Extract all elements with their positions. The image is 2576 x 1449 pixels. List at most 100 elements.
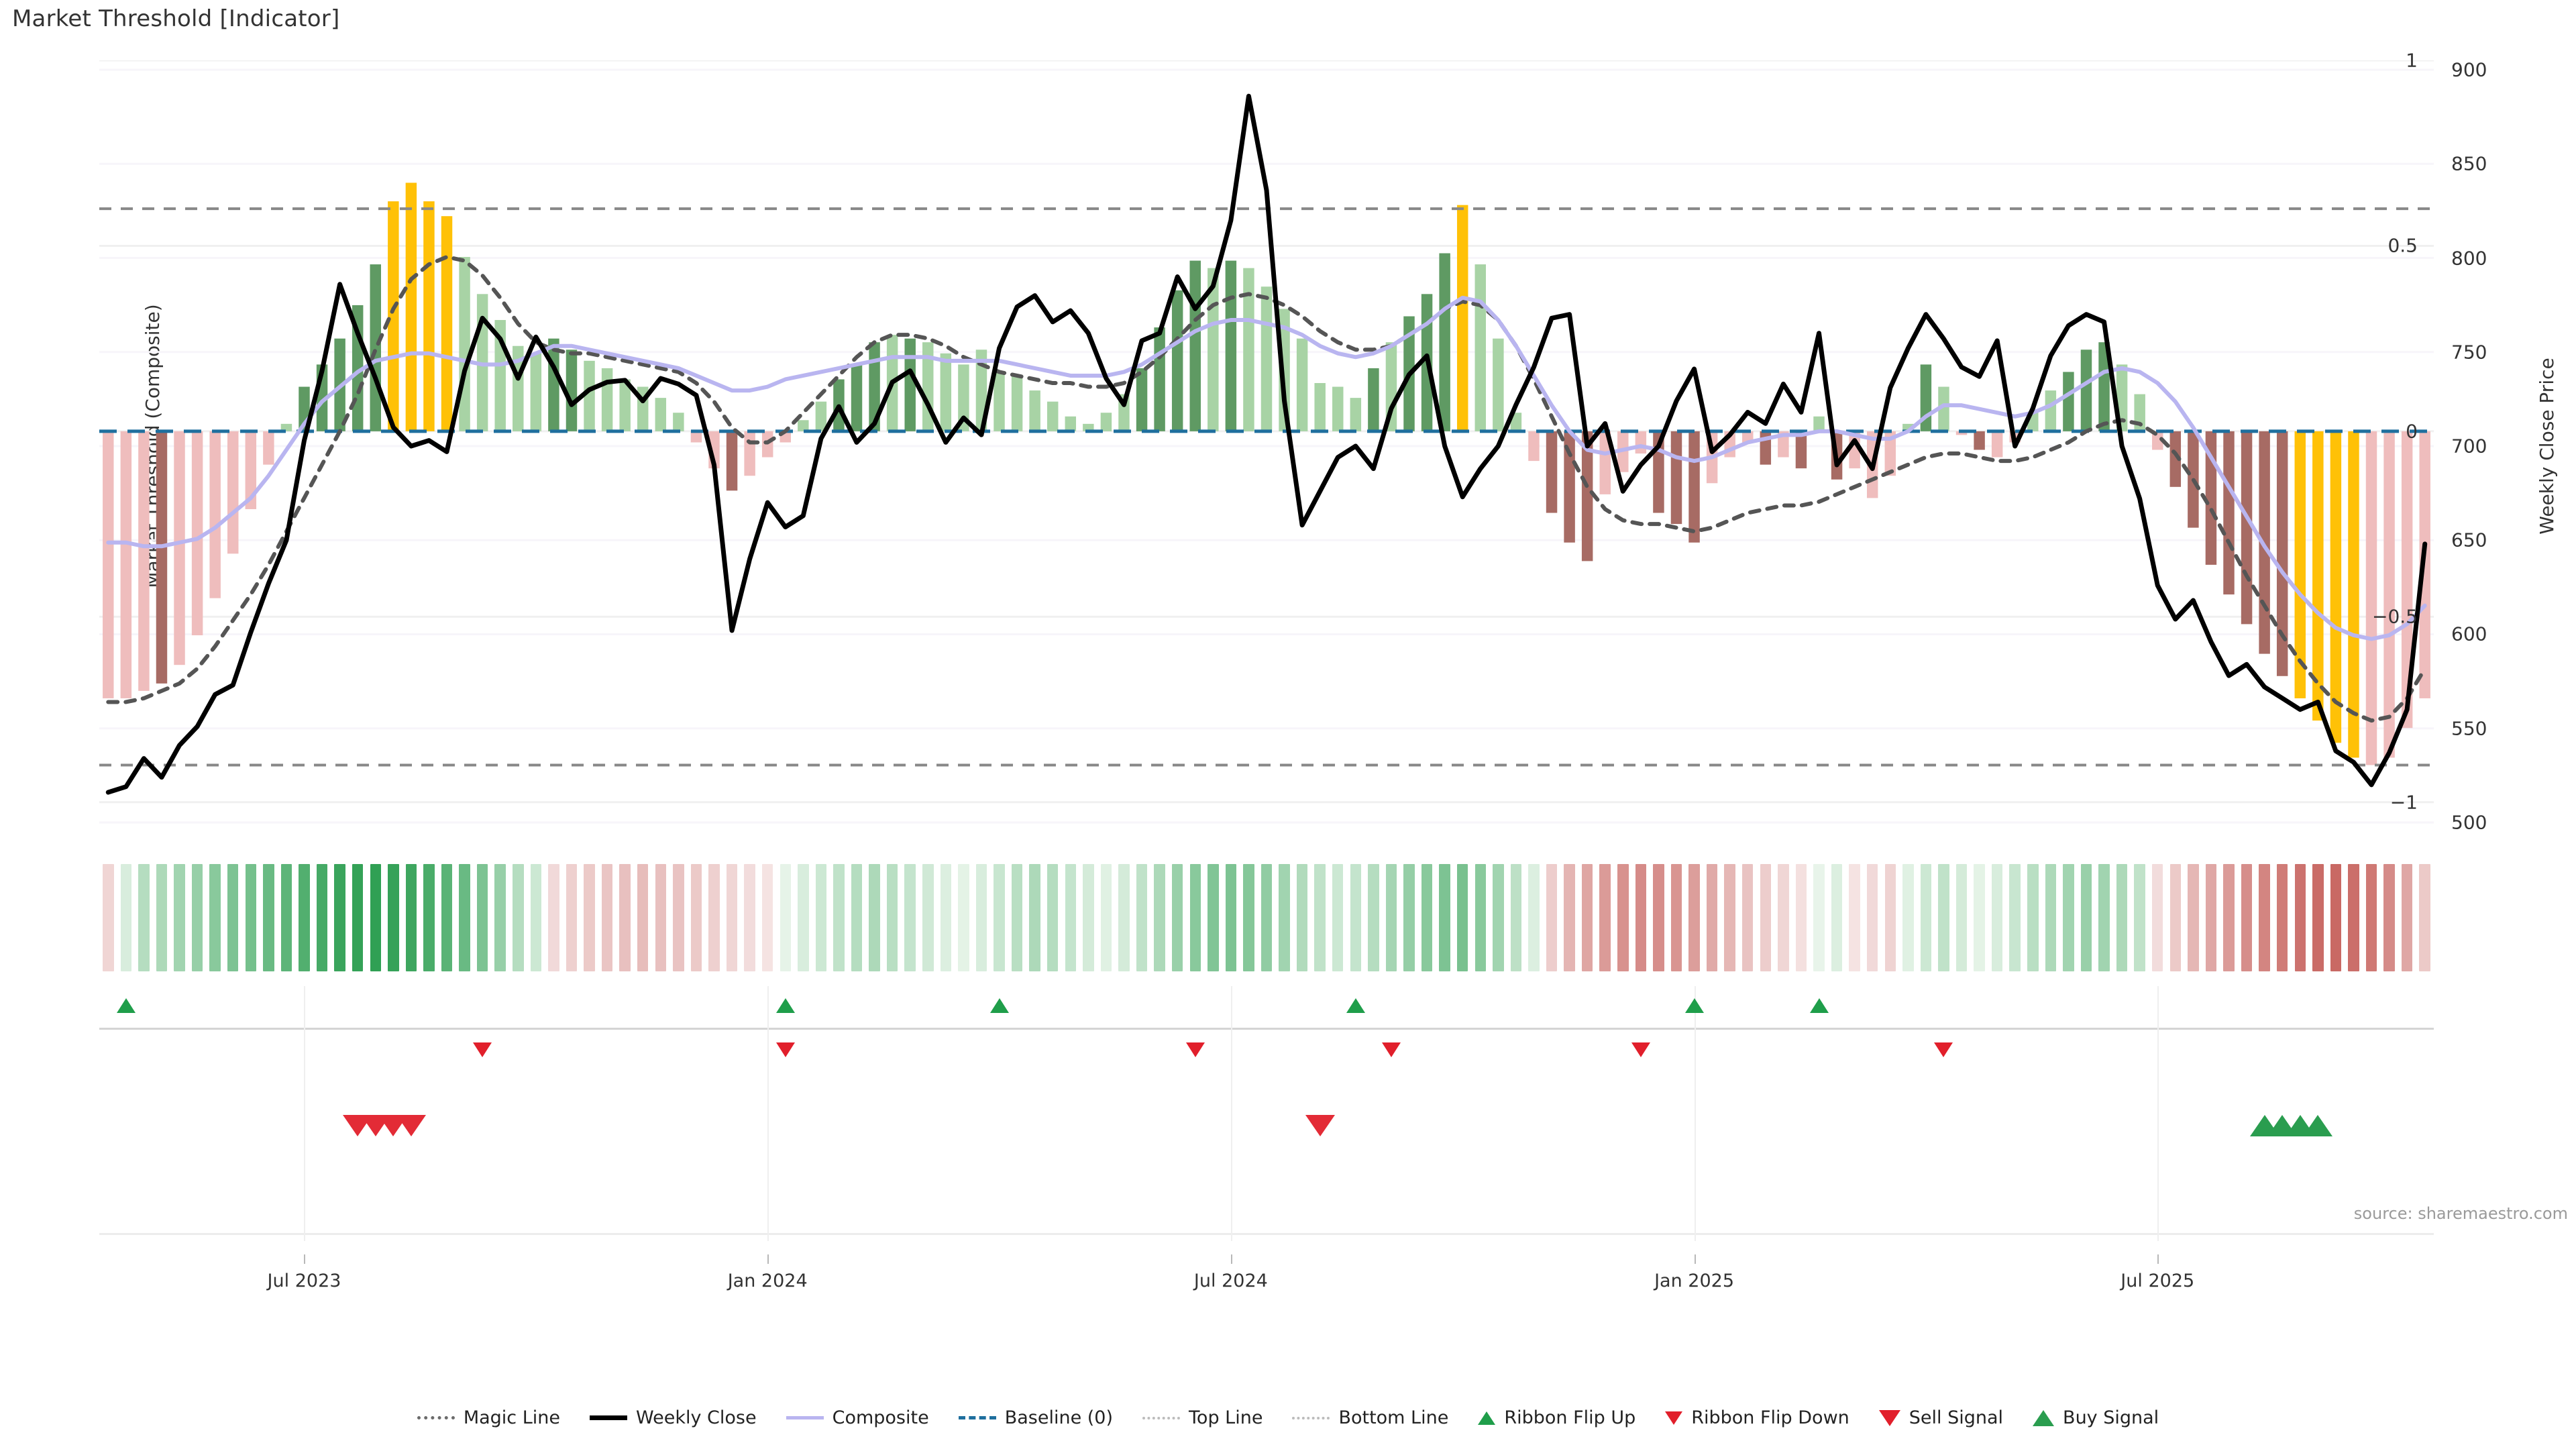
ribbon-cell <box>1332 864 1344 971</box>
legend-item-composite[interactable]: Composite <box>786 1407 929 1428</box>
ribbon-cell <box>1564 864 1575 971</box>
ribbon-cell <box>191 864 203 971</box>
ribbon-cell <box>280 864 292 971</box>
x-tick-label-0: Jul 2023 <box>267 1271 341 1291</box>
ribbon-flip-up-marker <box>989 998 1009 1013</box>
legend-item-weekly-close[interactable]: Weekly Close <box>590 1407 757 1428</box>
ribbon-cell <box>2365 864 2377 971</box>
legend: Magic Line Weekly Close Composite Baseline … <box>0 1407 2576 1428</box>
ribbon-cell <box>958 864 969 971</box>
ribbon-cell <box>1955 864 1968 971</box>
ribbon-cell <box>690 864 702 971</box>
ribbon-cell <box>566 864 578 971</box>
marker-row-divider <box>99 1028 2434 1030</box>
legend-item-bottom-line[interactable]: Bottom Line <box>1292 1407 1448 1428</box>
ribbon-cell <box>1974 864 1985 971</box>
ribbon-cell <box>1083 864 1094 971</box>
ribbon-flip-up-marker <box>775 998 795 1013</box>
ribbon-cell <box>2419 864 2430 971</box>
legend-label-buy-signal: Buy Signal <box>2063 1407 2159 1428</box>
ribbon-cell <box>1456 864 1468 971</box>
ribbon-cell <box>1136 864 1148 971</box>
ribbon-flip-down-marker <box>1934 1042 1953 1057</box>
ribbon-cell <box>1991 864 2003 971</box>
ribbon-cell <box>1314 864 1326 971</box>
ribbon-cell <box>1189 864 1201 971</box>
ribbon-cell <box>530 864 542 971</box>
x-tick-mark-3 <box>1694 1254 1696 1264</box>
buy-signal-marker <box>2303 1115 2333 1136</box>
top-line-icon <box>1142 1416 1181 1419</box>
ribbon-cell <box>2401 864 2413 971</box>
ribbon-cell <box>459 864 470 971</box>
legend-item-magic-line[interactable]: Magic Line <box>417 1407 560 1428</box>
ribbon-cell <box>2294 864 2306 971</box>
marker-gridline-0 <box>304 986 306 1241</box>
y-tick-left-2: 0 <box>2406 420 2418 443</box>
legend-item-buy-signal[interactable]: Buy Signal <box>2033 1407 2159 1428</box>
y-tick-right-3: 750 <box>2451 341 2487 364</box>
ribbon-cell <box>2330 864 2342 971</box>
weekly-close-icon <box>590 1415 627 1420</box>
legend-label-ribbon-flip-down: Ribbon Flip Down <box>1691 1407 1849 1428</box>
x-axis: Jul 2023 Jan 2024 Jul 2024 Jan 2025 Jul 2025 <box>99 1254 2434 1308</box>
ribbon-cell <box>1118 864 1130 971</box>
ribbon-cell <box>2188 864 2199 971</box>
ribbon-flip-down-marker <box>775 1042 795 1057</box>
ribbon-cell <box>761 864 773 971</box>
ribbon-cell <box>476 864 488 971</box>
ribbon-cell <box>2098 864 2110 971</box>
y-axis-right-label: Weekly Close Price <box>2535 358 2558 535</box>
baseline-icon <box>958 1416 996 1419</box>
ribbon-cell <box>405 864 417 971</box>
bottom-line-icon <box>1292 1416 1330 1419</box>
ribbon-cell <box>1902 864 1914 971</box>
ribbon-cell <box>2383 864 2395 971</box>
y-tick-right-2: 800 <box>2451 247 2487 269</box>
ribbon-cell <box>138 864 150 971</box>
ribbon-cell <box>1100 864 1112 971</box>
ribbon-cell <box>494 864 506 971</box>
marker-gridline-1 <box>767 986 769 1241</box>
ribbon-cell <box>1029 864 1040 971</box>
ribbon-cell <box>370 864 381 971</box>
sell-signal-marker <box>1305 1115 1335 1136</box>
x-tick-label-3: Jan 2025 <box>1654 1271 1735 1291</box>
legend-item-ribbon-flip-down[interactable]: Ribbon Flip Down <box>1665 1407 1849 1428</box>
y-tick-right-5: 650 <box>2451 529 2487 551</box>
ribbon-cell <box>940 864 952 971</box>
y-tick-left-3: −0.5 <box>2372 605 2418 628</box>
ribbon-cell <box>1795 864 1807 971</box>
ribbon-flip-up-marker <box>1346 998 1365 1013</box>
ribbon-cell <box>1065 864 1077 971</box>
ribbon-cell <box>388 864 399 971</box>
ribbon-cell <box>227 864 239 971</box>
marker-gridline-2 <box>1230 986 1232 1241</box>
sell-signal-marker <box>396 1115 426 1136</box>
ribbon-cell <box>1385 864 1397 971</box>
legend-item-top-line[interactable]: Top Line <box>1142 1407 1263 1428</box>
ribbon-cell <box>2080 864 2092 971</box>
marker-gridline-4 <box>2157 986 2159 1241</box>
ribbon-cell <box>120 864 132 971</box>
ribbon-cell <box>1742 864 1754 971</box>
legend-item-baseline[interactable]: Baseline (0) <box>958 1407 1113 1428</box>
ribbon-cell <box>708 864 720 971</box>
legend-item-sell-signal[interactable]: Sell Signal <box>1878 1407 2003 1428</box>
ribbon-cell <box>1866 864 1878 971</box>
legend-item-ribbon-flip-up[interactable]: Ribbon Flip Up <box>1478 1407 1635 1428</box>
ribbon-cell <box>1938 864 1949 971</box>
ribbon-cell <box>156 864 168 971</box>
ribbon-cell <box>1831 864 1843 971</box>
ribbon-cell <box>2045 864 2057 971</box>
ribbon-cell <box>1778 864 1789 971</box>
y-tick-right-7: 550 <box>2451 717 2487 740</box>
ribbon-cell <box>1296 864 1308 971</box>
legend-label-weekly-close: Weekly Close <box>636 1407 757 1428</box>
ribbon-cell <box>886 864 898 971</box>
ribbon-flip-down-icon <box>1665 1411 1683 1425</box>
ribbon-cell <box>1546 864 1558 971</box>
ribbon-cell <box>1581 864 1593 971</box>
y-tick-right-0: 900 <box>2451 58 2487 81</box>
